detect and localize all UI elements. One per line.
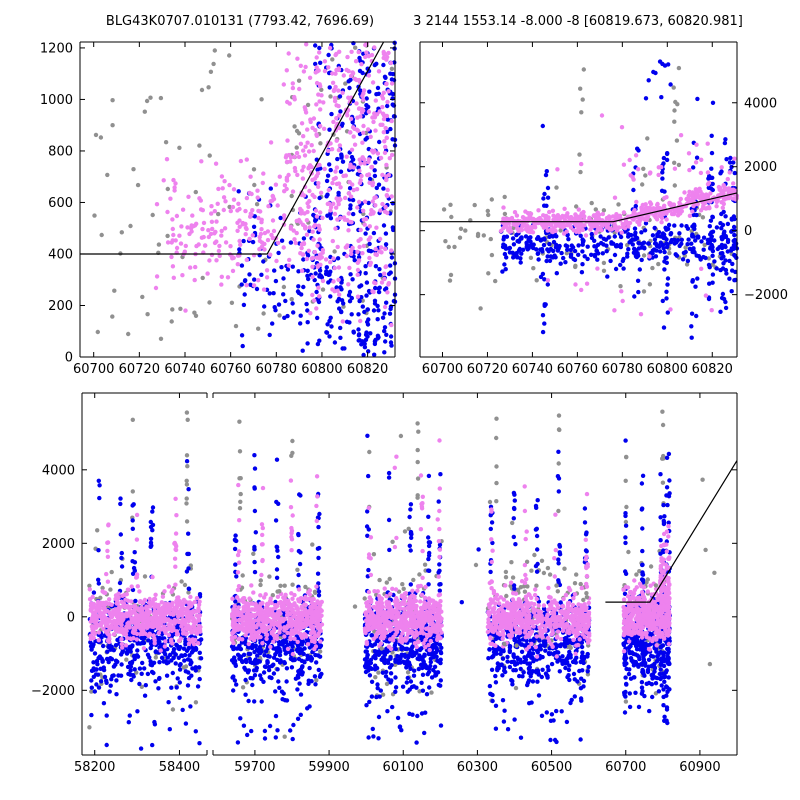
scatter-points-blue [312,40,398,358]
scatter-points-blue [490,696,584,745]
y-tick-label: −2000 [744,288,788,303]
scatter-points-violet [555,113,740,209]
scatter-points-blue [364,433,443,595]
panel-bl-axes[interactable]: 58200 58400 −2000 0 2000 4000 [31,392,208,775]
x-tick-label: 60100 [383,760,424,775]
panel-tl-axes[interactable]: 60700 60720 60740 60760 60780 60800 60820 0 200 4… [40,41,396,377]
plot-title-right: 3 2144 1553.14 -8.000 -8 [60819.673, 608… [413,14,743,29]
y-tick-label: 2000 [42,537,75,552]
plot-title-left: BLG43K0707.010131 (7793.42, 7696.69) [105,14,375,29]
y-tick-label: 1200 [40,41,73,56]
x-tick-label: 60700 [422,362,463,377]
y-tick-label: 1000 [40,93,73,108]
scatter-points-gray [367,421,421,510]
x-tick-label: 60740 [512,362,553,377]
x-tick-label: 60780 [602,362,643,377]
x-tick-label: 59700 [234,760,275,775]
scatter-points-violet [104,496,179,589]
x-tick-label: 60800 [301,362,342,377]
y-tick-label: 400 [48,247,73,262]
scatter-points-blue [89,700,202,751]
scatter-points-gray [237,419,295,511]
scatter-points-gray [494,413,562,514]
scatter-points-gray [623,409,666,525]
scatter-points-violet [485,579,592,659]
scatter-points-gray [277,433,717,667]
scatter-points-blue [272,249,394,355]
x-tick-label: 60760 [210,362,251,377]
scatter-points-violet [235,474,320,589]
scatter-points-violet [498,176,739,238]
x-tick-label: 58400 [159,760,200,775]
panel-br-axes[interactable]: 59700 59900 60100 60300 60500 60700 60900 [212,392,738,775]
scatter-points-violet [366,438,443,580]
scatter-points-blue [643,59,673,101]
y-tick-label: 0 [65,351,73,366]
y-tick-label: 4000 [744,96,777,111]
x-tick-label: 60780 [256,362,297,377]
x-tick-label: 60900 [679,760,720,775]
scatter-points-gray [577,65,682,188]
fit-line-tr [420,192,738,223]
scatter-points-blue [96,459,192,594]
x-tick-label: 60760 [557,362,598,377]
x-tick-label: 60820 [347,362,388,377]
panel-tr-axes[interactable]: 60700 60720 60740 60760 60780 60800 60820 −2000… [419,41,788,377]
scatter-points-blue [235,698,312,745]
x-tick-label: 60740 [164,362,205,377]
x-tick-label: 59900 [308,760,349,775]
x-tick-label: 60820 [692,362,733,377]
scatter-points-violet [658,524,672,627]
scatter-points-violet [281,41,395,328]
scatter-points-violet [545,254,714,317]
scatter-points-gray [130,410,190,524]
y-tick-label: −2000 [31,684,75,699]
x-tick-label: 58200 [74,760,115,775]
y-tick-label: 2000 [744,160,777,175]
fit-line-br [605,460,738,603]
scatter-points-blue [366,699,444,745]
y-tick-label: 4000 [42,463,75,478]
y-tick-label: 600 [48,196,73,211]
y-tick-label: 0 [744,224,752,239]
x-tick-label: 60720 [467,362,508,377]
scatter-points-blue [295,518,666,721]
y-tick-label: 200 [48,299,73,314]
scatter-points-blue [232,453,322,594]
x-tick-label: 60500 [531,760,572,775]
x-tick-label: 60700 [605,760,646,775]
scatter-points-violet [87,574,203,653]
scatter-points-violet [362,583,444,653]
x-tick-label: 60800 [647,362,688,377]
y-tick-label: 0 [67,610,75,625]
y-tick-label: 800 [48,144,73,159]
scatter-points-violet [314,49,391,299]
scatter-points-violet [489,484,590,589]
x-tick-label: 60300 [457,760,498,775]
x-tick-label: 60700 [73,362,114,377]
x-tick-label: 60720 [119,362,160,377]
fit-line-tl [80,41,385,255]
